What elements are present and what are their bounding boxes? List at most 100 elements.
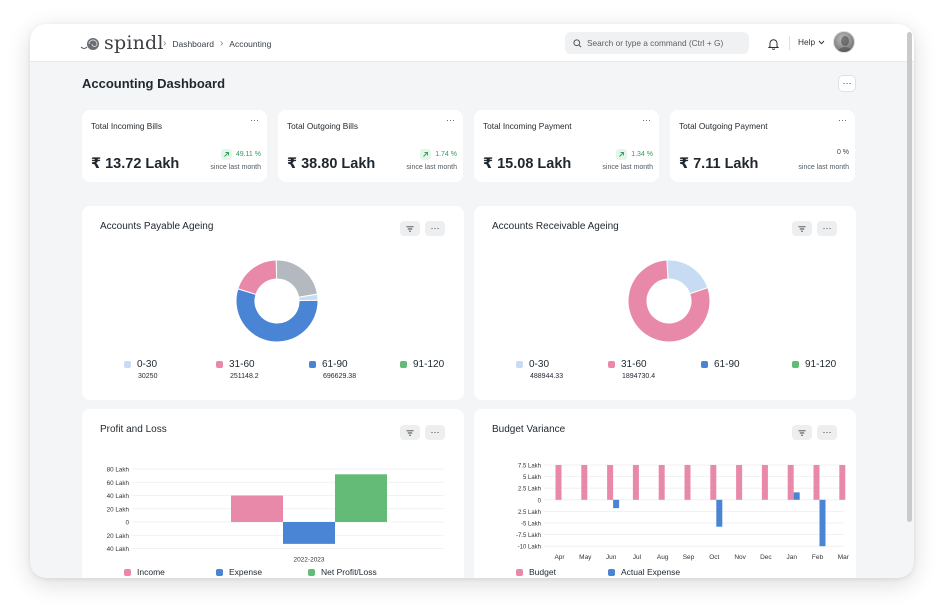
x-tick-label: Feb bbox=[812, 554, 824, 561]
y-tick-label: 2.5 Lakh bbox=[518, 510, 541, 516]
x-tick-label: Jun bbox=[606, 554, 617, 561]
legend-label: 91-120 bbox=[413, 359, 445, 370]
donut-slice-31-60[interactable] bbox=[627, 259, 711, 343]
budget-variance-chart: 7.5 Lakh 5 Lakh 2.5 Lakh 0 2.5 Lakh -5 Lakh -7… bbox=[516, 464, 850, 562]
bar-actual-jan[interactable] bbox=[793, 492, 800, 500]
legend-label: Budget bbox=[529, 567, 556, 577]
y-tick-label: 7.5 Lakh bbox=[518, 464, 541, 470]
donut-slice-91-120[interactable] bbox=[275, 259, 318, 298]
bar-budget-apr[interactable] bbox=[555, 465, 562, 500]
bar-budget-feb[interactable] bbox=[813, 465, 820, 500]
donut-slice-0-30[interactable] bbox=[666, 259, 709, 295]
legend-label: Actual Expense bbox=[621, 567, 681, 577]
kpi-menu-button[interactable]: ··· bbox=[642, 115, 651, 125]
kpi-menu-button[interactable]: ··· bbox=[838, 115, 847, 125]
search-bar[interactable] bbox=[565, 32, 749, 54]
bar-budget-dec[interactable] bbox=[761, 465, 768, 500]
legend-label: 61-90 bbox=[714, 359, 740, 370]
filter-button[interactable] bbox=[792, 221, 812, 236]
kpi-title: Total Outgoing Payment bbox=[679, 121, 768, 131]
bar-income[interactable] bbox=[231, 495, 283, 523]
kpi-change-value: 1.74 % bbox=[435, 151, 457, 158]
bar-expense[interactable] bbox=[283, 522, 335, 544]
bar-budget-may[interactable] bbox=[581, 465, 588, 500]
filter-button[interactable] bbox=[400, 425, 420, 440]
legend-item[interactable]: 0-30 bbox=[516, 359, 549, 370]
legend-item[interactable]: Income bbox=[124, 567, 165, 577]
donut-slice-31-60[interactable] bbox=[237, 259, 278, 296]
legend-value: 30250 bbox=[138, 373, 158, 380]
bar-budget-jul[interactable] bbox=[632, 465, 639, 500]
kpi-change-value: 1.34 % bbox=[631, 151, 653, 158]
legend-item[interactable]: Budget bbox=[516, 567, 556, 577]
bar-budget-mar[interactable] bbox=[839, 465, 846, 500]
chart-card-receivable-ageing: Accounts Receivable Ageing ··· 0-30 4889… bbox=[474, 206, 856, 400]
legend-item[interactable]: 91-120 bbox=[792, 359, 836, 370]
legend-item[interactable]: 61-90 bbox=[701, 359, 740, 370]
chart-menu-button[interactable]: ··· bbox=[817, 221, 837, 236]
bar-actual-oct[interactable] bbox=[716, 499, 723, 527]
chart-menu-button[interactable]: ··· bbox=[817, 425, 837, 440]
bar-budget-oct[interactable] bbox=[710, 465, 717, 500]
breadcrumb-accounting[interactable]: Accounting bbox=[229, 38, 272, 49]
y-tick-label: 40 Lakh bbox=[107, 493, 130, 500]
y-tick-label: 60 Lakh bbox=[107, 480, 130, 487]
filter-button[interactable] bbox=[400, 221, 420, 236]
search-input[interactable] bbox=[587, 38, 747, 48]
kpi-title: Total Incoming Bills bbox=[91, 121, 163, 131]
y-tick-label: 20 Lakh bbox=[107, 506, 130, 513]
legend-swatch bbox=[608, 361, 615, 368]
chevron-down-icon bbox=[818, 40, 825, 44]
kpi-title: Total Incoming Payment bbox=[483, 121, 572, 131]
bar-actual-feb[interactable] bbox=[819, 499, 826, 547]
chart-title: Budget Variance bbox=[492, 424, 566, 435]
y-tick-label: 2.5 Lakh bbox=[518, 487, 541, 493]
chart-card-payable-ageing: Accounts Payable Ageing ··· 0-30 30250 3… bbox=[82, 206, 464, 400]
bar-budget-nov[interactable] bbox=[736, 465, 743, 500]
page-menu-button[interactable]: ··· bbox=[838, 75, 856, 92]
chart-card-budget-variance: Budget Variance ··· 7.5 Lakh 5 Lakh 2.5 La… bbox=[474, 409, 856, 578]
donut-slice-61-90[interactable] bbox=[235, 288, 319, 343]
x-tick-label: Sep bbox=[683, 554, 695, 561]
bar-actual-jun[interactable] bbox=[613, 499, 620, 509]
legend-item[interactable]: 0-30 bbox=[124, 359, 157, 370]
legend-item[interactable]: 61-90 bbox=[309, 359, 348, 370]
logo-text: spindl bbox=[104, 32, 164, 54]
profit-loss-chart: 80 Lakh 60 Lakh 40 Lakh 20 Lakh 0 20 Lakh 40 L… bbox=[107, 467, 444, 564]
x-tick-label: May bbox=[579, 554, 592, 561]
notification-bell-icon[interactable] bbox=[767, 37, 780, 55]
help-dropdown[interactable]: Help bbox=[798, 37, 825, 47]
breadcrumb-dashboard[interactable]: Dashboard bbox=[172, 38, 214, 49]
legend-item[interactable]: 91-120 bbox=[400, 359, 444, 370]
legend-label: 0-30 bbox=[529, 359, 550, 370]
breadcrumb: › Dashboard › Accounting bbox=[163, 38, 271, 49]
legend-value: 251148.2 bbox=[230, 373, 259, 380]
bar-budget-jun[interactable] bbox=[607, 465, 614, 500]
legend-item[interactable]: 31-60 bbox=[608, 359, 647, 370]
legend-item[interactable]: Expense bbox=[216, 567, 262, 577]
bar-net-profit-loss[interactable] bbox=[335, 474, 387, 522]
legend-label: 31-60 bbox=[621, 359, 647, 370]
bar-budget-sep[interactable] bbox=[684, 465, 691, 500]
chart-menu-button[interactable]: ··· bbox=[425, 425, 445, 440]
bar-budget-aug[interactable] bbox=[658, 465, 665, 500]
legend-item[interactable]: 31-60 bbox=[216, 359, 255, 370]
kpi-menu-button[interactable]: ··· bbox=[446, 115, 455, 125]
scrollbar[interactable] bbox=[907, 32, 912, 522]
x-tick-label: Nov bbox=[734, 554, 746, 561]
chart-menu-button[interactable]: ··· bbox=[425, 221, 445, 236]
arrow-up-right-icon bbox=[220, 149, 232, 160]
legend-item[interactable]: Actual Expense bbox=[608, 567, 680, 577]
logo[interactable]: spindl bbox=[80, 32, 164, 54]
legend-value: 488944.33 bbox=[530, 373, 564, 380]
divider bbox=[789, 36, 790, 50]
legend-label: 0-30 bbox=[137, 359, 158, 370]
x-tick-label: Aug bbox=[657, 554, 669, 561]
legend-item[interactable]: Net Profit/Loss bbox=[308, 567, 377, 577]
y-tick-label: -5 Lakh bbox=[521, 522, 541, 528]
kpi-menu-button[interactable]: ··· bbox=[250, 115, 259, 125]
user-avatar[interactable] bbox=[833, 31, 855, 53]
filter-button[interactable] bbox=[792, 425, 812, 440]
kpi-change: 0 % bbox=[837, 149, 849, 156]
bar-budget-jan[interactable] bbox=[787, 465, 794, 500]
